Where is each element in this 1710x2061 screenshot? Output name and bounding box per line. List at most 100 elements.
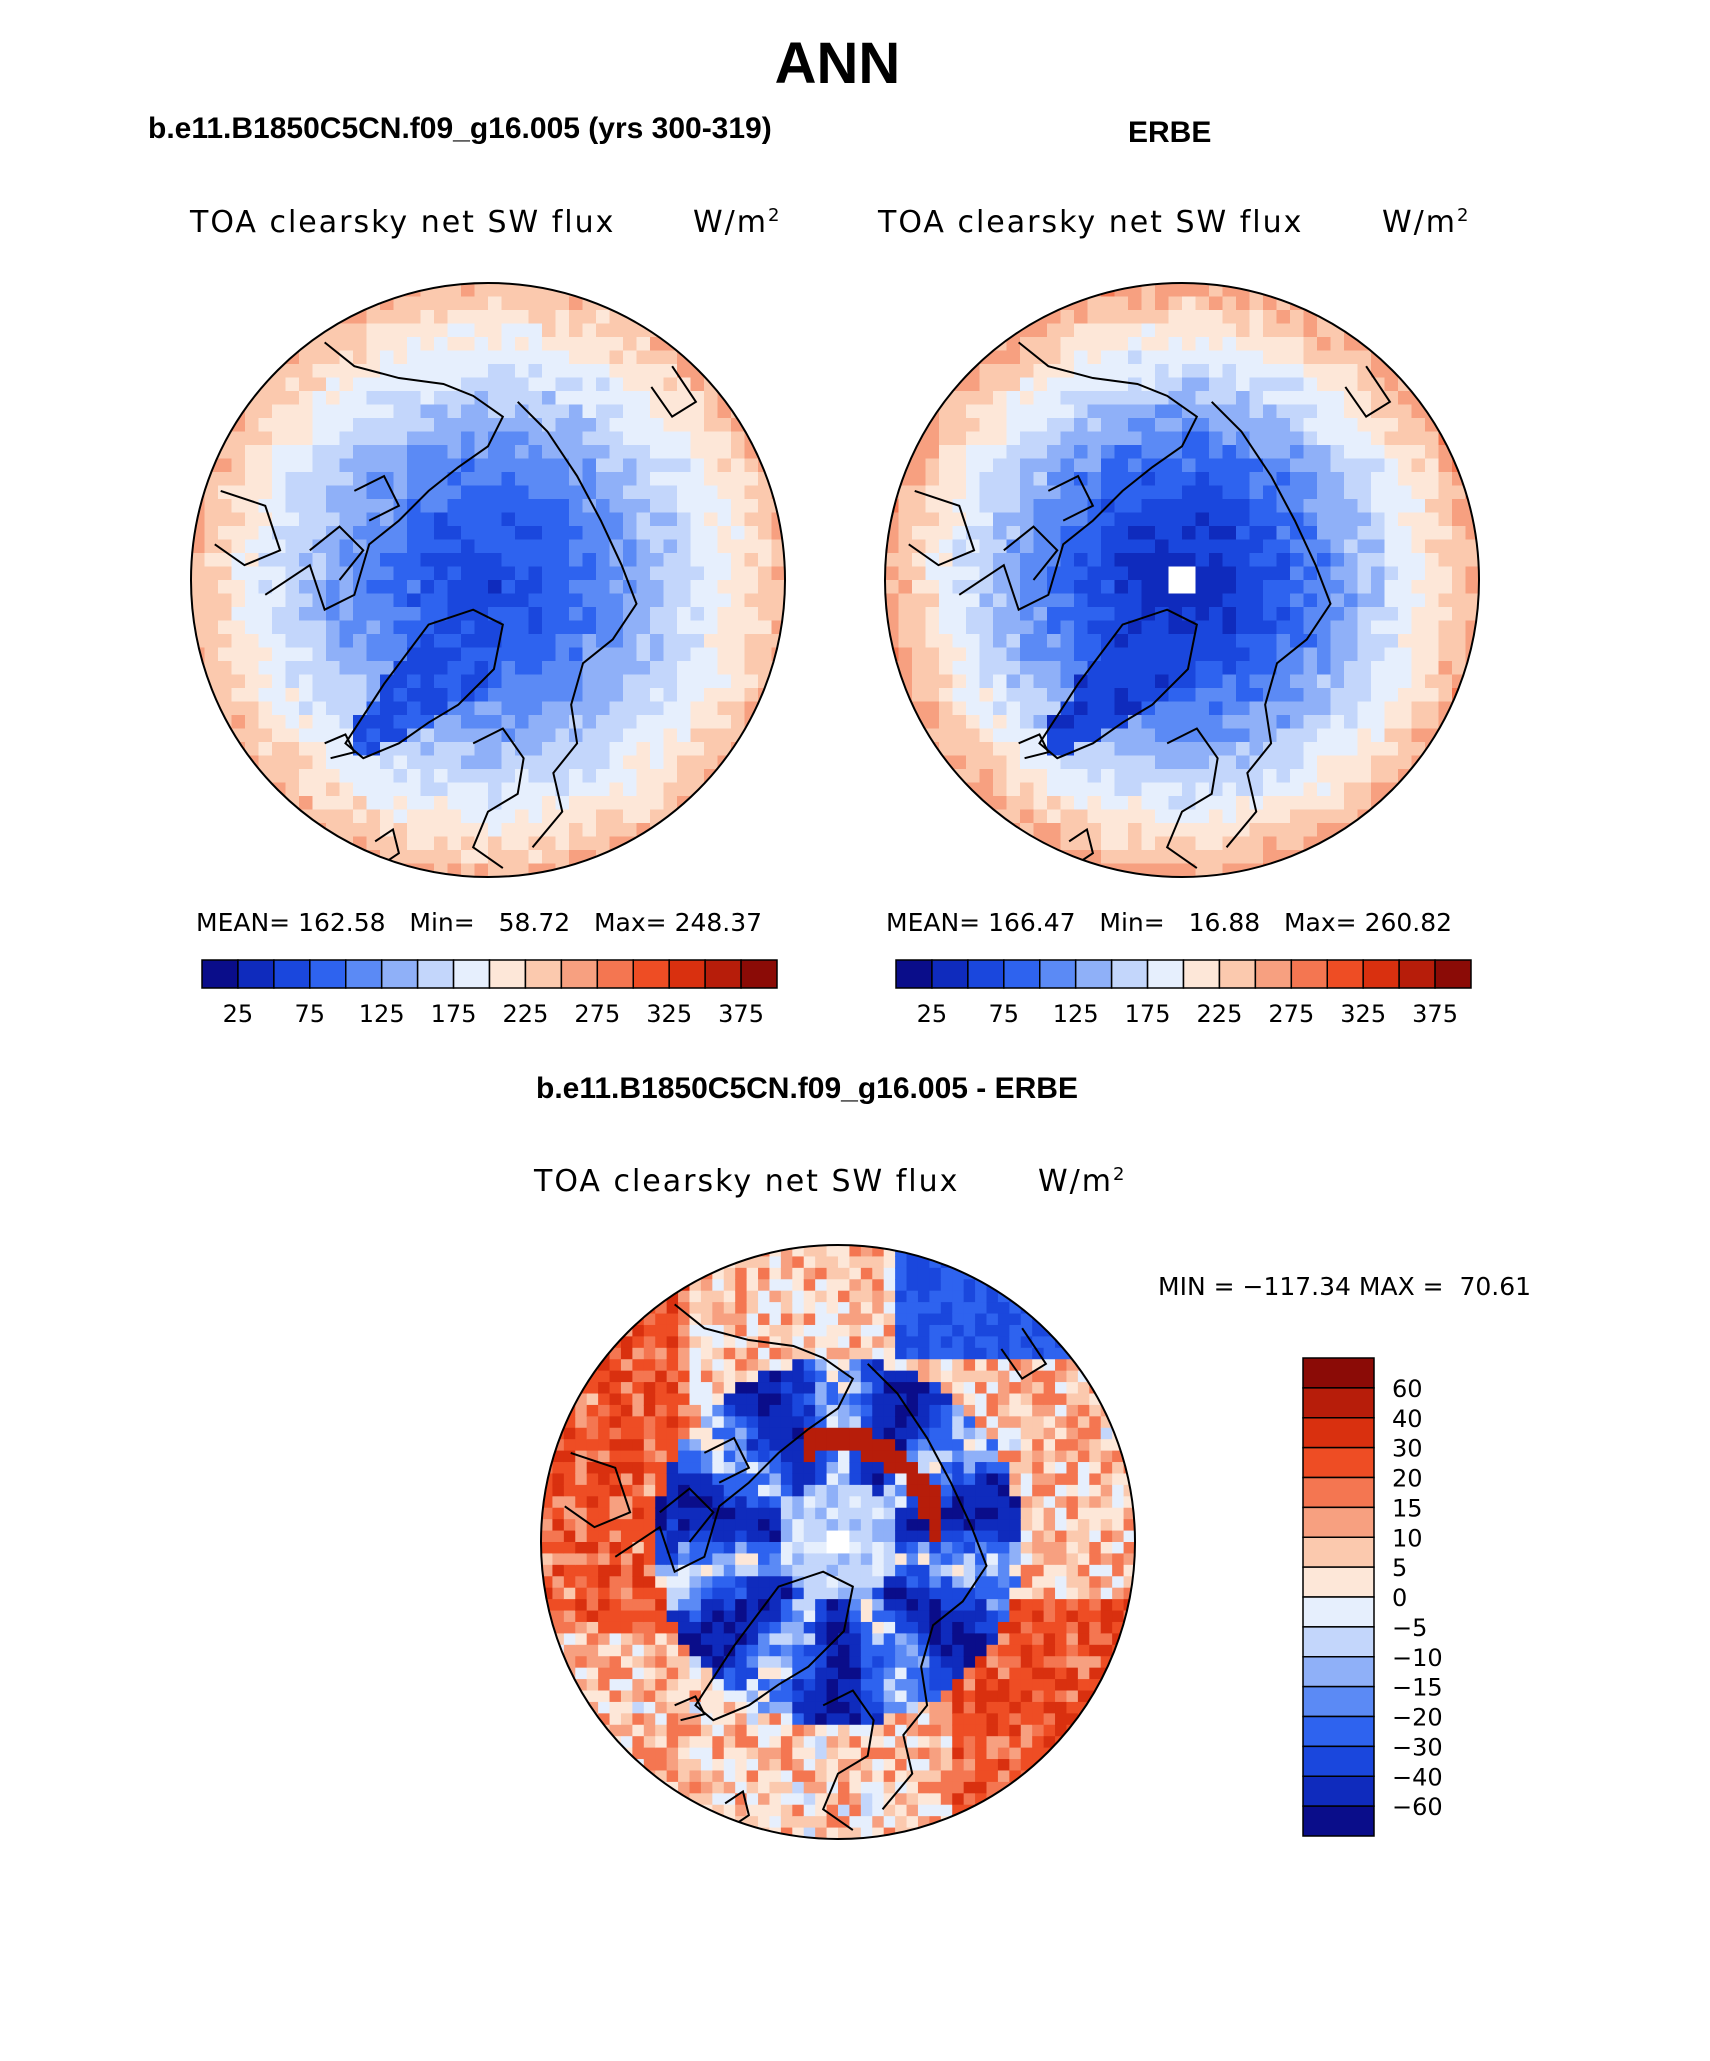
diff-cell <box>929 1587 942 1600</box>
field-cell <box>731 553 746 568</box>
field-cell <box>461 823 476 838</box>
diff-cell <box>643 1484 656 1497</box>
field-cell <box>690 350 705 365</box>
field-cell <box>258 607 273 622</box>
field-cell <box>1141 472 1156 487</box>
field-cell <box>596 391 611 406</box>
field-cell <box>1033 674 1048 689</box>
diff-cell <box>563 1507 576 1520</box>
field-cell <box>407 607 422 622</box>
field-cell <box>326 418 341 433</box>
diff-cell <box>735 1347 748 1360</box>
diff-cell <box>826 1519 839 1532</box>
field-cell <box>1114 404 1129 419</box>
diff-cell <box>609 1610 622 1623</box>
field-cell <box>1195 701 1210 716</box>
diff-cell <box>849 1427 862 1440</box>
field-cell <box>1101 755 1116 770</box>
field-cell <box>1006 661 1021 676</box>
diff-cell <box>632 1564 645 1577</box>
field-cell <box>1249 364 1264 379</box>
field-cell <box>1060 377 1075 392</box>
field-cell <box>1047 458 1062 473</box>
field-cell <box>1330 701 1345 716</box>
diff-cell <box>769 1370 782 1383</box>
field-cell <box>609 742 624 757</box>
field-cell <box>1020 688 1035 703</box>
diff-cell <box>838 1656 851 1669</box>
diff-cell <box>746 1302 759 1315</box>
diff-cell <box>700 1667 713 1680</box>
field-cell <box>1006 728 1021 743</box>
diff-cell <box>655 1473 668 1486</box>
field-cell <box>1006 485 1021 500</box>
field-cell <box>366 418 381 433</box>
field-cell <box>1276 742 1291 757</box>
diff-cell <box>712 1781 725 1794</box>
diff-cell <box>929 1736 942 1749</box>
field-cell <box>966 634 981 649</box>
field-cell <box>1047 499 1062 514</box>
field-cell <box>966 566 981 581</box>
field-cell <box>542 350 557 365</box>
field-cell <box>1060 607 1075 622</box>
field-cell <box>461 715 476 730</box>
diff-cell <box>655 1679 668 1692</box>
field-cell <box>1074 728 1089 743</box>
diff-cell <box>643 1427 656 1440</box>
diff-cell <box>940 1701 953 1714</box>
diff-cell <box>917 1302 930 1315</box>
diff-cell <box>666 1302 679 1315</box>
field-cell <box>569 296 584 311</box>
field-cell <box>979 701 994 716</box>
diff-cell <box>838 1542 851 1555</box>
field-cell <box>1290 323 1305 338</box>
field-cell <box>339 580 354 595</box>
field-cell <box>1263 418 1278 433</box>
diff-cell <box>666 1564 679 1577</box>
field-cell <box>272 661 287 676</box>
field-cell <box>1101 283 1116 298</box>
field-cell <box>1344 418 1359 433</box>
diff-cell <box>917 1324 930 1337</box>
field-cell <box>1182 647 1197 662</box>
diff-cell <box>895 1404 908 1417</box>
field-cell <box>1033 499 1048 514</box>
field-cell <box>569 377 584 392</box>
field-cell <box>966 472 981 487</box>
diff-cell <box>826 1633 839 1646</box>
diff-cell <box>563 1530 576 1543</box>
field-cell <box>420 769 435 784</box>
field-cell <box>952 391 967 406</box>
field-cell <box>474 337 489 352</box>
field-cell <box>420 742 435 757</box>
field-cell <box>925 607 940 622</box>
diff-cell <box>723 1393 736 1406</box>
field-cell <box>542 566 557 581</box>
field-cell <box>1290 796 1305 811</box>
field-cell <box>993 823 1008 838</box>
field-cell <box>1222 742 1237 757</box>
field-cell <box>596 553 611 568</box>
field-cell <box>1209 701 1224 716</box>
field-cell <box>1209 674 1224 689</box>
diff-cell <box>815 1781 828 1794</box>
field-cell <box>1033 323 1048 338</box>
diff-cell <box>541 1621 554 1634</box>
diff-cell <box>803 1816 816 1829</box>
field-cell <box>339 850 354 865</box>
diff-cell <box>940 1633 953 1646</box>
field-cell <box>1357 580 1372 595</box>
field-cell <box>488 512 503 527</box>
field-cell <box>393 796 408 811</box>
diff-cell <box>826 1507 839 1520</box>
diff-cell <box>952 1610 965 1623</box>
field-cell <box>1195 485 1210 500</box>
field-cell <box>885 553 900 568</box>
field-cell <box>515 688 530 703</box>
diff-stats: MIN = −117.34 MAX = 70.61 <box>1158 1272 1532 1301</box>
field-cell <box>326 431 341 446</box>
field-cell <box>925 674 940 689</box>
diff-cell <box>655 1759 668 1772</box>
field-cell <box>1371 499 1386 514</box>
